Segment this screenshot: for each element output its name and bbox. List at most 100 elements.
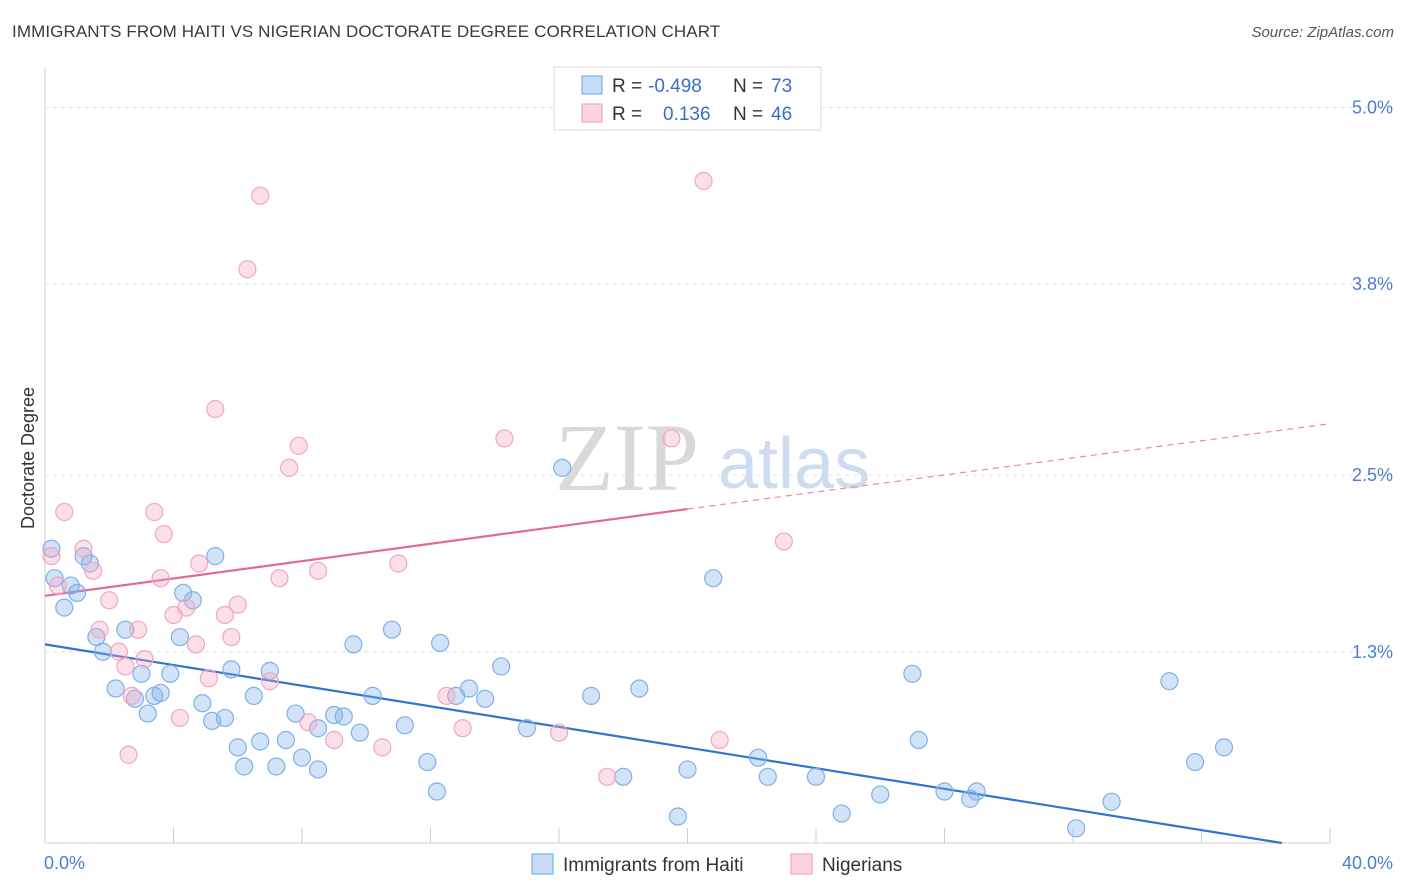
y-tick-label: 2.5% xyxy=(1352,465,1393,485)
point-nigerians xyxy=(437,686,456,705)
point-haiti xyxy=(832,804,851,823)
legend-n-label-haiti: N = xyxy=(733,76,763,97)
point-haiti xyxy=(286,704,305,723)
watermark: ZIP atlas xyxy=(555,404,870,511)
point-haiti xyxy=(418,752,437,772)
point-nigerians xyxy=(145,502,164,522)
legend-r-value-nigerians: 0.136 xyxy=(663,104,711,125)
point-haiti xyxy=(308,760,328,779)
point-haiti xyxy=(244,686,263,705)
point-nigerians xyxy=(598,767,617,786)
x-tick-label: 40.0% xyxy=(1342,853,1393,873)
legend-swatch-haiti xyxy=(581,75,603,95)
point-haiti xyxy=(267,757,286,776)
point-nigerians xyxy=(42,547,61,566)
legend-bottom-swatch-nigerians xyxy=(790,853,813,875)
chart-title: IMMIGRANTS FROM HAITI VS NIGERIAN DOCTOR… xyxy=(12,22,721,41)
data-points xyxy=(42,171,1234,838)
point-nigerians xyxy=(280,458,299,477)
point-nigerians xyxy=(48,576,67,595)
point-nigerians xyxy=(774,532,793,551)
point-nigerians xyxy=(84,561,103,580)
point-haiti xyxy=(61,576,80,595)
point-haiti xyxy=(749,748,768,767)
axes xyxy=(44,68,1331,844)
point-haiti xyxy=(260,661,279,680)
watermark-atlas: atlas xyxy=(718,424,870,504)
point-haiti xyxy=(206,547,225,566)
point-haiti xyxy=(427,782,447,801)
point-haiti xyxy=(1160,672,1179,691)
point-nigerians xyxy=(222,627,241,647)
point-haiti xyxy=(553,458,572,477)
point-haiti xyxy=(344,635,363,654)
point-haiti xyxy=(55,598,74,617)
point-haiti xyxy=(961,789,980,808)
point-nigerians xyxy=(373,738,392,757)
point-nigerians xyxy=(206,399,225,419)
y-tick-label: 1.3% xyxy=(1352,642,1393,662)
point-nigerians xyxy=(100,591,119,610)
point-haiti xyxy=(138,704,157,723)
point-haiti xyxy=(806,767,826,786)
point-nigerians xyxy=(260,672,279,691)
point-nigerians xyxy=(549,723,569,742)
point-haiti xyxy=(1067,819,1086,838)
legend-swatch-nigerians xyxy=(581,103,603,123)
point-haiti xyxy=(758,767,777,786)
point-haiti xyxy=(183,591,202,610)
point-haiti xyxy=(903,664,922,683)
point-nigerians xyxy=(308,561,328,580)
legend-r-label-haiti: R = xyxy=(612,76,642,97)
point-nigerians xyxy=(55,502,74,522)
point-haiti xyxy=(308,719,328,738)
legend-r-value-haiti: -0.498 xyxy=(648,76,702,97)
point-haiti xyxy=(614,767,633,786)
point-haiti xyxy=(292,748,312,767)
point-nigerians xyxy=(116,657,135,676)
point-haiti xyxy=(935,782,954,801)
trend-line-haiti xyxy=(44,643,1282,845)
point-haiti xyxy=(106,679,125,698)
point-haiti xyxy=(228,738,247,757)
point-haiti xyxy=(967,782,986,801)
point-nigerians xyxy=(119,745,138,764)
y-tick-label: 3.8% xyxy=(1352,274,1393,294)
point-haiti xyxy=(476,689,495,708)
point-haiti xyxy=(431,633,450,653)
legend-bottom-label-haiti: Immigrants from Haiti xyxy=(563,855,744,876)
watermark-zip: ZIP xyxy=(555,404,699,511)
point-nigerians xyxy=(199,669,218,688)
x-tick-labels: 0.0% 40.0% xyxy=(44,853,1393,873)
point-nigerians xyxy=(325,730,344,750)
point-haiti xyxy=(193,694,212,713)
point-haiti xyxy=(1102,792,1121,811)
point-haiti xyxy=(235,757,254,776)
y-axis-title: Doctorate Degree xyxy=(18,387,38,529)
point-haiti xyxy=(251,732,270,751)
point-haiti xyxy=(350,723,369,742)
gridlines xyxy=(45,106,1392,653)
point-nigerians xyxy=(228,595,247,614)
point-haiti xyxy=(161,664,180,683)
legend-bottom-swatch-haiti xyxy=(531,853,554,875)
point-nigerians xyxy=(190,554,209,573)
legend-bottom: Immigrants from Haiti Nigerians xyxy=(531,853,902,876)
trend-line-nigerians xyxy=(44,507,688,597)
point-haiti xyxy=(276,730,296,750)
point-haiti xyxy=(1185,752,1205,772)
point-haiti xyxy=(42,539,61,558)
point-haiti xyxy=(678,760,697,779)
point-haiti xyxy=(517,719,536,738)
point-nigerians xyxy=(151,569,170,588)
point-haiti xyxy=(116,620,135,639)
point-haiti xyxy=(582,686,601,705)
point-haiti xyxy=(215,708,234,728)
point-haiti xyxy=(151,683,170,703)
legend-n-value-nigerians: 46 xyxy=(771,104,792,125)
point-haiti xyxy=(630,679,649,698)
point-haiti xyxy=(382,620,402,639)
point-haiti xyxy=(909,730,928,750)
point-nigerians xyxy=(90,620,109,639)
